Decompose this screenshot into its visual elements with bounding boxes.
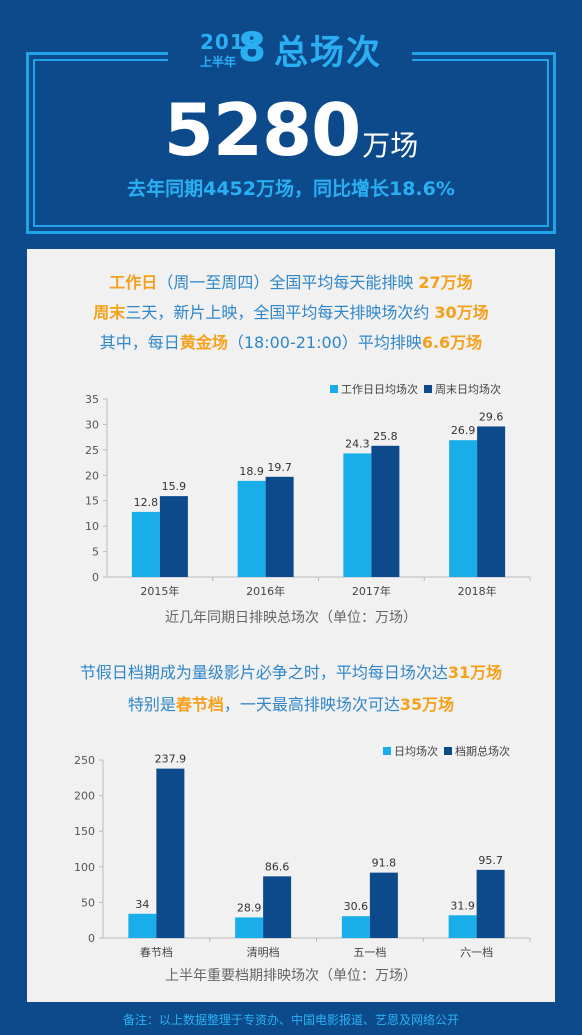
x-tick-label: 春节档 — [140, 945, 173, 959]
golden-line: 其中，每日黄金场（18:00-21:00）平均排映6.6万场 — [27, 329, 555, 353]
data-label: 95.7 — [478, 854, 503, 867]
y-tick-label: 5 — [92, 546, 99, 559]
y-tick-label: 35 — [85, 393, 99, 406]
chart1-caption: 近几年同期日排映总场次（单位：万场） — [165, 610, 417, 626]
bar — [159, 496, 188, 577]
bar — [477, 426, 506, 577]
data-label: 25.8 — [373, 430, 398, 443]
y-tick-label: 25 — [85, 444, 99, 457]
title-main: 总场次 — [274, 32, 382, 73]
data-label: 24.3 — [345, 437, 370, 450]
y-tick-label: 200 — [74, 790, 95, 803]
spring-text: ，一天最高排映场次可达 — [223, 695, 400, 714]
legend-swatch — [330, 385, 338, 393]
y-tick-label: 250 — [74, 754, 95, 767]
bar — [369, 872, 398, 938]
bar — [341, 916, 370, 938]
y-tick-label: 150 — [74, 825, 95, 838]
total-number: 5280 — [163, 88, 361, 172]
chart2-caption: 上半年重要档期排映场次（单位：万场） — [165, 968, 417, 984]
data-label: 30.6 — [344, 900, 369, 913]
spring-value: 35万场 — [399, 695, 455, 714]
y-tick-label: 15 — [85, 495, 99, 508]
y-tick-label: 50 — [81, 896, 95, 909]
bar — [449, 440, 478, 577]
weekday-line: 工作日（周一至周四）全国平均每天能排映 27万场 — [27, 269, 555, 293]
data-label: 15.9 — [162, 480, 187, 493]
weekday-label: 工作日 — [109, 273, 158, 292]
legend-label: 周末日均场次 — [435, 382, 501, 396]
footnote: 备注：以上数据整理于专资办、中国电影报道、艺恩及网络公开 — [122, 1013, 459, 1027]
bar — [448, 915, 477, 938]
data-label: 19.7 — [267, 461, 292, 474]
data-label: 34 — [135, 898, 149, 911]
yoy-line: 去年同期4452万场，同比增长18.6% — [127, 178, 455, 200]
bar — [235, 917, 264, 938]
bar — [343, 453, 372, 577]
golden-label: 黄金场 — [179, 333, 228, 352]
spring-label: 春节档 — [175, 695, 224, 714]
weekday-value: 27万场 — [418, 273, 473, 292]
bar — [237, 480, 266, 577]
year-text: 2018 — [200, 30, 260, 54]
bar — [131, 511, 160, 577]
data-label: 86.6 — [265, 860, 290, 873]
spring-line: 特别是春节档，一天最高排映场次可达35万场 — [27, 691, 555, 715]
golden-prefix: 其中，每日 — [99, 333, 180, 352]
year-big8: 8 — [238, 25, 266, 71]
data-label: 237.9 — [155, 753, 187, 766]
bar — [265, 476, 294, 577]
year-sub: 上半年 — [200, 55, 237, 69]
weekday-text: （周一至周四）全国平均每天能排映 — [157, 273, 419, 292]
data-label: 28.9 — [237, 901, 262, 914]
x-tick-label: 五一档 — [353, 945, 386, 959]
bar — [263, 876, 292, 938]
legend-swatch — [444, 747, 452, 755]
weekend-label: 周末 — [93, 303, 126, 322]
y-tick-label: 20 — [85, 469, 99, 482]
holiday-line: 节假日档期成为量级影片必争之时，平均每日场次达31万场 — [27, 659, 555, 683]
golden-text: （18:00-21:00）平均排映 — [227, 333, 422, 352]
legend-label: 工作日日均场次 — [341, 382, 418, 396]
chart-holiday-sessions: 0 50 100 150 200 250 春节档 34 237.9 清明档 28.9 86.6 五一档 3… — [74, 744, 531, 959]
bar — [371, 445, 400, 577]
legend-swatch — [424, 385, 432, 393]
data-label: 12.8 — [134, 496, 159, 509]
x-tick-label: 六一档 — [460, 945, 493, 959]
golden-value: 6.6万场 — [421, 333, 483, 352]
y-tick-label: 30 — [85, 418, 99, 431]
data-label: 91.8 — [372, 857, 397, 870]
weekend-line: 周末三天，新片上映，全国平均每天排映场次约 30万场 — [27, 299, 555, 323]
content-panel: 工作日（周一至周四）全国平均每天能排映 27万场 周末三天，新片上映，全国平均每… — [27, 249, 555, 1002]
total-unit: 万场 — [362, 129, 419, 162]
data-label: 29.6 — [479, 410, 504, 423]
y-tick-label: 0 — [88, 932, 95, 945]
header-title: 2018 上半年 8 总场次 — [168, 24, 412, 74]
x-tick-label: 2015年 — [140, 584, 179, 598]
legend-swatch — [383, 747, 391, 755]
weekend-text: 三天，新片上映，全国平均每天排映场次约 — [125, 303, 435, 322]
bar — [156, 768, 185, 938]
x-tick-label: 2017年 — [352, 584, 391, 598]
data-label: 18.9 — [239, 465, 264, 478]
data-label: 26.9 — [451, 424, 476, 437]
chart-yearly-sessions: 0 5 10 15 20 25 30 35 2015年 12.815.9 2016年 18.9 19.7… — [85, 382, 531, 598]
legend-label: 档期总场次 — [455, 744, 510, 758]
y-tick-label: 100 — [74, 861, 95, 874]
total-sessions: 5280万场 — [0, 88, 582, 172]
y-tick-label: 10 — [85, 520, 99, 533]
y-tick-label: 0 — [92, 571, 99, 584]
weekend-value: 30万场 — [434, 303, 489, 322]
x-tick-label: 2016年 — [246, 584, 285, 598]
year-badge: 2018 上半年 8 — [198, 25, 268, 71]
spring-prefix: 特别是 — [127, 695, 176, 714]
legend-label: 日均场次 — [394, 744, 438, 758]
bar — [476, 869, 505, 938]
bar — [128, 913, 157, 938]
holiday-value: 31万场 — [447, 663, 503, 682]
data-label: 31.9 — [450, 899, 475, 912]
x-tick-label: 2018年 — [458, 584, 497, 598]
x-tick-label: 清明档 — [247, 945, 280, 959]
holiday-text: 节假日档期成为量级影片必争之时，平均每日场次达 — [79, 663, 448, 682]
